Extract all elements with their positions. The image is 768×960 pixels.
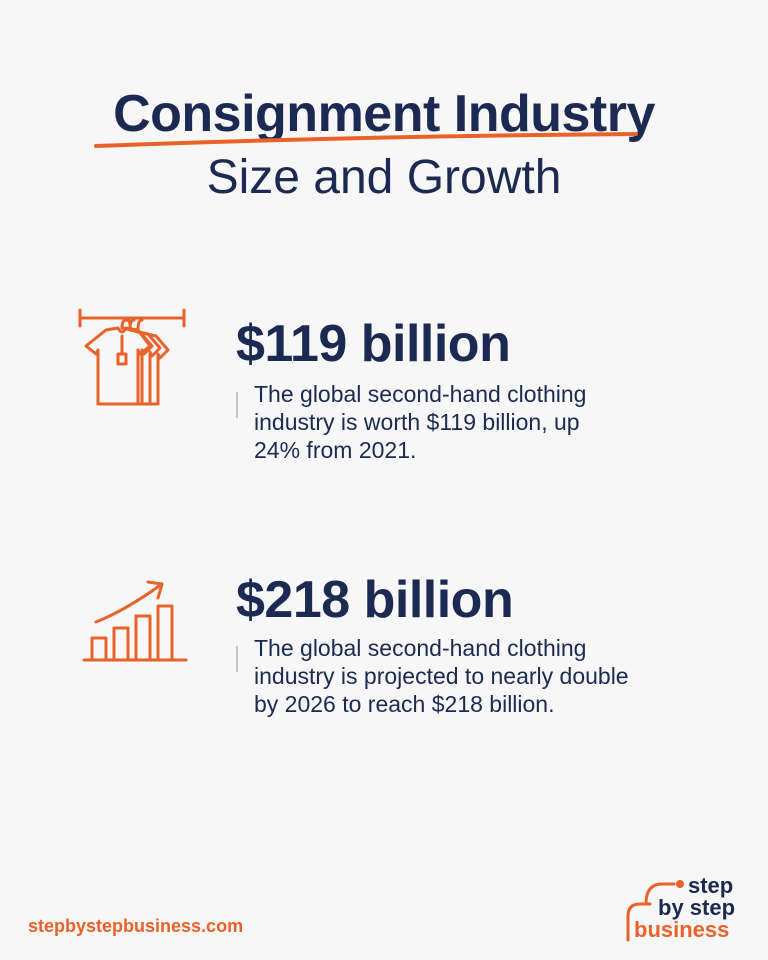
description-divider-1 (236, 392, 238, 418)
stat-description-1-line-1: The global second-hand clothing (254, 381, 587, 407)
footer-url[interactable]: stepbystepbusiness.com (28, 916, 244, 936)
stat-description-2: The global second-hand clothing industry… (254, 634, 724, 718)
stat-description-2-line-3: by 2026 to reach $218 billion. (254, 691, 555, 717)
clothing-rack-icon (78, 308, 186, 406)
description-divider-2 (236, 646, 238, 672)
stat-description-1-line-3: 24% from 2021. (254, 437, 417, 463)
logo-text-step: step (688, 873, 734, 898)
stat-value-1: $119 billion (236, 315, 511, 373)
logo-text-by-step: by step (658, 895, 736, 920)
brand-logo: step by step business (620, 873, 750, 942)
page-subtitle: Size and Growth (206, 151, 562, 204)
logo-arc-icon (626, 880, 684, 942)
growth-chart-icon (82, 580, 188, 662)
logo-text-business: business (634, 917, 730, 942)
title-underline (94, 132, 638, 148)
stat-description-2-line-2: industry is projected to nearly double (254, 663, 629, 689)
stat-description-2-line-1: The global second-hand clothing (254, 635, 587, 661)
stat-description-1-line-2: industry is worth $119 billion, up (254, 409, 580, 435)
stat-value-2: $218 billion (236, 571, 514, 629)
stat-description-1: The global second-hand clothing industry… (254, 380, 724, 464)
